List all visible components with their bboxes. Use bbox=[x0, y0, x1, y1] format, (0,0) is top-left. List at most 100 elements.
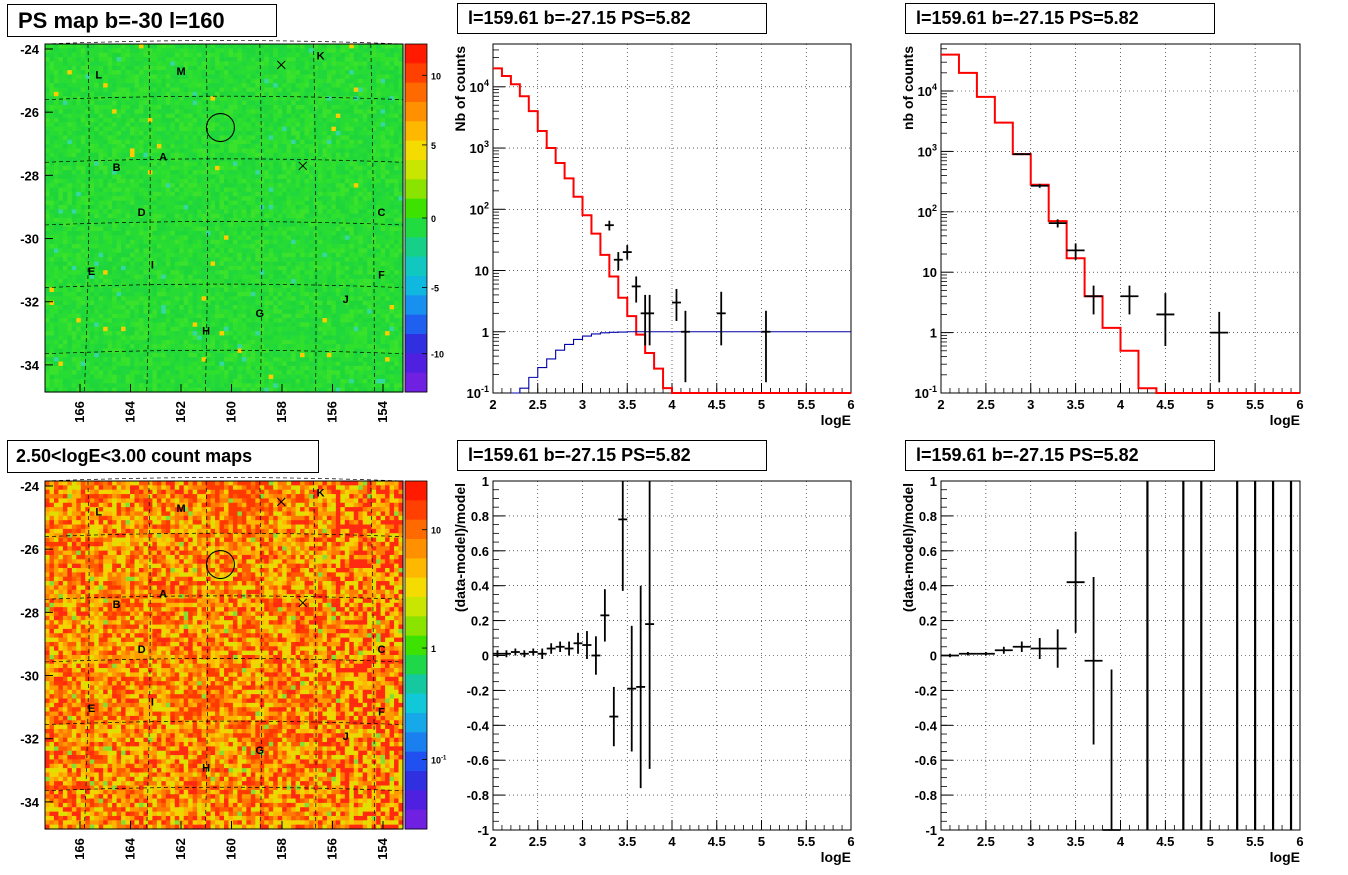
map-pixel bbox=[255, 339, 261, 345]
map-pixel bbox=[215, 52, 221, 58]
map-pixel bbox=[156, 191, 162, 197]
map-pixel bbox=[107, 291, 113, 297]
map-pixel bbox=[147, 144, 153, 149]
map-pixel bbox=[62, 305, 68, 310]
map-pixel bbox=[174, 313, 180, 319]
map-pixel bbox=[103, 270, 109, 276]
map-pixel bbox=[192, 313, 198, 319]
map-pixel bbox=[322, 65, 328, 71]
map-pixel bbox=[134, 352, 140, 358]
map-pixel bbox=[197, 61, 203, 67]
map-pixel bbox=[219, 348, 225, 354]
map-pixel bbox=[304, 74, 310, 80]
map-pixel bbox=[300, 109, 306, 115]
map-pixel bbox=[188, 270, 194, 276]
map-pixel bbox=[219, 361, 225, 367]
map-pixel bbox=[165, 387, 171, 393]
map-pixel bbox=[188, 365, 194, 371]
map-pixel bbox=[143, 296, 149, 302]
map-pixel bbox=[282, 57, 288, 62]
map-pixel bbox=[300, 305, 306, 310]
map-pixel bbox=[237, 370, 243, 376]
map-pixel bbox=[286, 148, 292, 154]
map-pixel bbox=[232, 378, 239, 384]
map-pixel bbox=[103, 117, 109, 123]
map-pixel bbox=[116, 270, 122, 276]
map-pixel bbox=[170, 365, 176, 371]
map-pixel bbox=[58, 161, 64, 167]
map-pixel bbox=[259, 222, 265, 228]
map-pixel bbox=[237, 157, 243, 163]
map-pixel bbox=[317, 222, 324, 228]
map-pixel bbox=[103, 287, 109, 293]
map-pixel bbox=[215, 117, 221, 123]
map-pixel bbox=[219, 226, 225, 232]
map-pixel bbox=[94, 331, 100, 337]
map-pixel bbox=[53, 209, 60, 215]
map-pixel bbox=[250, 70, 256, 76]
map-pixel bbox=[125, 283, 131, 289]
map-pixel bbox=[215, 231, 221, 236]
map-pixel bbox=[304, 200, 310, 206]
map-pixel bbox=[282, 122, 288, 128]
map-pixel bbox=[107, 109, 113, 115]
map-pixel bbox=[98, 131, 104, 136]
map-pixel bbox=[224, 87, 230, 93]
map-pixel bbox=[241, 222, 247, 228]
map-pixel bbox=[264, 339, 270, 345]
map-pixel bbox=[152, 348, 158, 354]
map-pixel bbox=[215, 135, 221, 141]
map-pixel bbox=[94, 313, 100, 319]
map-pixel bbox=[264, 165, 270, 171]
map-pixel bbox=[107, 296, 113, 302]
map-pixel bbox=[313, 257, 319, 263]
map-pixel bbox=[232, 87, 239, 93]
map-pixel bbox=[53, 174, 60, 180]
map-pixel bbox=[125, 83, 131, 89]
map-pixel bbox=[71, 244, 77, 250]
map-pixel bbox=[85, 383, 91, 389]
map-pixel bbox=[85, 370, 91, 376]
map-pixel bbox=[165, 165, 171, 171]
map-pixel bbox=[80, 283, 86, 289]
map-pixel bbox=[277, 248, 283, 254]
map-pixel bbox=[246, 322, 252, 328]
map-pixel bbox=[295, 344, 301, 350]
map-pixel bbox=[224, 131, 230, 136]
map-pixel bbox=[228, 357, 234, 363]
map-pixel bbox=[49, 57, 55, 62]
map-pixel bbox=[241, 326, 247, 332]
map-pixel bbox=[107, 222, 113, 228]
map-pixel bbox=[224, 178, 230, 184]
map-pixel bbox=[174, 383, 180, 389]
map-pixel bbox=[313, 135, 319, 141]
map-pixel bbox=[268, 191, 274, 197]
map-pixel bbox=[116, 109, 122, 115]
map-pixel bbox=[156, 383, 162, 389]
map-pixel bbox=[241, 348, 247, 354]
map-pixel bbox=[165, 209, 171, 215]
map-pixel bbox=[62, 278, 68, 284]
map-pixel bbox=[228, 283, 234, 289]
map-pixel bbox=[250, 222, 256, 228]
map-pixel bbox=[143, 117, 149, 123]
map-pixel bbox=[273, 165, 279, 171]
map-pixel bbox=[80, 187, 86, 193]
map-pixel bbox=[98, 226, 104, 232]
map-pixel bbox=[183, 52, 189, 58]
map-pixel bbox=[152, 52, 158, 58]
map-pixel bbox=[304, 361, 310, 367]
map-pixel bbox=[183, 296, 189, 302]
map-pixel bbox=[71, 44, 77, 49]
map-pixel bbox=[197, 352, 203, 358]
map-pixel bbox=[286, 87, 292, 93]
map-pixel bbox=[224, 265, 230, 271]
map-pixel bbox=[286, 248, 292, 254]
map-pixel bbox=[300, 96, 306, 102]
map-pixel bbox=[107, 287, 113, 293]
map-pixel bbox=[300, 183, 306, 189]
map-pixel bbox=[259, 357, 265, 363]
map-pixel bbox=[112, 91, 118, 97]
map-pixel bbox=[85, 309, 91, 315]
map-pixel bbox=[138, 61, 145, 67]
